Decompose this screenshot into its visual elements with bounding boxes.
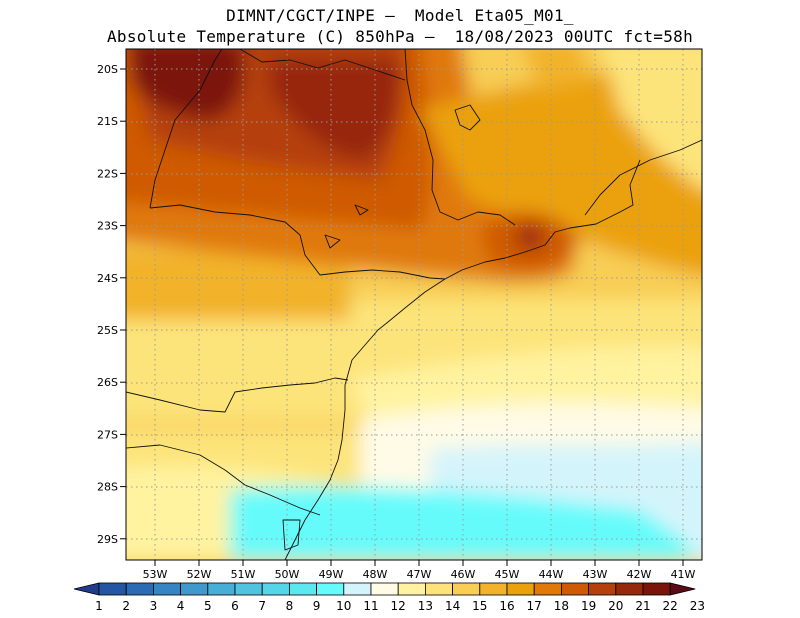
colorbar-segment <box>98 582 127 596</box>
lat-label: 22S <box>97 167 118 180</box>
lat-label: 29S <box>97 533 118 546</box>
colorbar-segment <box>615 582 644 596</box>
lon-label: 47W <box>407 568 432 581</box>
colorbar-segment <box>370 582 399 596</box>
border-sp-mg <box>239 49 406 81</box>
colorbar-label: 7 <box>258 599 266 613</box>
lon-label: 44W <box>539 568 564 581</box>
colorbar-segment <box>533 582 562 596</box>
colorbar-label: 13 <box>418 599 433 613</box>
colorbar-label: 5 <box>204 599 212 613</box>
longitude-ticks: 53W 52W 51W 50W 49W 48W 47W 46W 45W 44W 43W 42W 41W <box>143 560 696 581</box>
colorbar-label: 17 <box>527 599 542 613</box>
lat-label: 20S <box>97 63 118 76</box>
lon-label: 45W <box>495 568 520 581</box>
lagoon <box>282 519 301 551</box>
lon-label: 48W <box>363 568 388 581</box>
lon-label: 42W <box>627 568 652 581</box>
lon-label: 46W <box>451 568 476 581</box>
lon-label: 53W <box>143 568 168 581</box>
colorbar-segment <box>125 582 154 596</box>
colorbar-label: 21 <box>635 599 650 613</box>
lat-label: 25S <box>97 324 118 337</box>
border-pr-sc <box>126 377 349 413</box>
colorbar-label: 18 <box>554 599 569 613</box>
temperature-field <box>126 49 702 560</box>
colorbar-label: 4 <box>177 599 185 613</box>
lat-label: 28S <box>97 481 118 494</box>
colorbar-segment <box>642 582 671 596</box>
colorbar-segment <box>180 582 209 596</box>
colorbar-segment <box>207 582 236 596</box>
title-line-2: Absolute Temperature (C) 850hPa — 18/08/… <box>106 27 694 46</box>
colorbar-label: 8 <box>286 599 294 613</box>
lon-label: 51W <box>231 568 256 581</box>
boundaries <box>126 49 702 560</box>
colorbar-label: 1 <box>95 599 103 613</box>
colorbar-segment <box>561 582 590 596</box>
colorbar-label: 16 <box>499 599 514 613</box>
lat-label: 26S <box>97 376 118 389</box>
lat-label: 27S <box>97 428 118 441</box>
colorbar <box>73 582 696 596</box>
grid-lines <box>126 49 702 560</box>
lon-label: 50W <box>275 568 300 581</box>
colorbar-segment <box>588 582 617 596</box>
latitude-ticks: 20S 21S 22S 23S 24S 25S 26S 27S 28S 29S <box>97 63 126 546</box>
colorbar-segment <box>152 582 181 596</box>
colorbar-right-arrow <box>669 582 696 596</box>
colorbar-label: 12 <box>391 599 406 613</box>
lon-label: 41W <box>671 568 696 581</box>
colorbar-labels: 1 2 3 4 5 6 7 8 9 10 11 12 13 14 15 16 17 18 19 20 21 22 23 <box>95 599 705 613</box>
colorbar-segment <box>261 582 290 596</box>
lat-label: 23S <box>97 220 118 233</box>
colorbar-segment <box>452 582 481 596</box>
border-sc-rs <box>126 444 321 516</box>
colorbar-label: 22 <box>663 599 678 613</box>
lon-label: 52W <box>187 568 212 581</box>
colorbar-segment <box>343 582 372 596</box>
border-ms-pr <box>149 204 446 280</box>
coastline <box>284 159 641 560</box>
colorbar-left-arrow <box>73 582 100 596</box>
lat-label: 24S <box>97 272 118 285</box>
colorbar-label: 23 <box>690 599 705 613</box>
map-frame <box>125 48 703 561</box>
colorbar-label: 6 <box>231 599 239 613</box>
lon-label: 43W <box>583 568 608 581</box>
colorbar-label: 14 <box>445 599 460 613</box>
colorbar-segment <box>288 582 317 596</box>
colorbar-label: 10 <box>336 599 351 613</box>
title-line-1: DIMNT/CGCT/INPE — Model Eta05_M01_ <box>226 6 574 25</box>
colorbar-label: 15 <box>472 599 487 613</box>
colorbar-segment <box>506 582 535 596</box>
lake-2 <box>324 234 341 249</box>
border-rj-es <box>584 139 702 216</box>
colorbar-label: 9 <box>313 599 321 613</box>
colorbar-segment <box>316 582 345 596</box>
colorbar-label: 19 <box>581 599 596 613</box>
colorbar-segment <box>397 582 426 596</box>
colorbar-segment <box>234 582 263 596</box>
colorbar-label: 3 <box>150 599 158 613</box>
lake-3 <box>354 204 369 216</box>
colorbar-label: 2 <box>122 599 130 613</box>
colorbar-segment <box>424 582 453 596</box>
colorbar-label: 11 <box>363 599 378 613</box>
lake-1 <box>454 104 481 131</box>
lon-label: 49W <box>319 568 344 581</box>
lat-label: 21S <box>97 115 118 128</box>
border-ms-west <box>149 49 223 209</box>
colorbar-segment <box>479 582 508 596</box>
border-mg-north <box>404 49 516 226</box>
colorbar-label: 20 <box>608 599 623 613</box>
